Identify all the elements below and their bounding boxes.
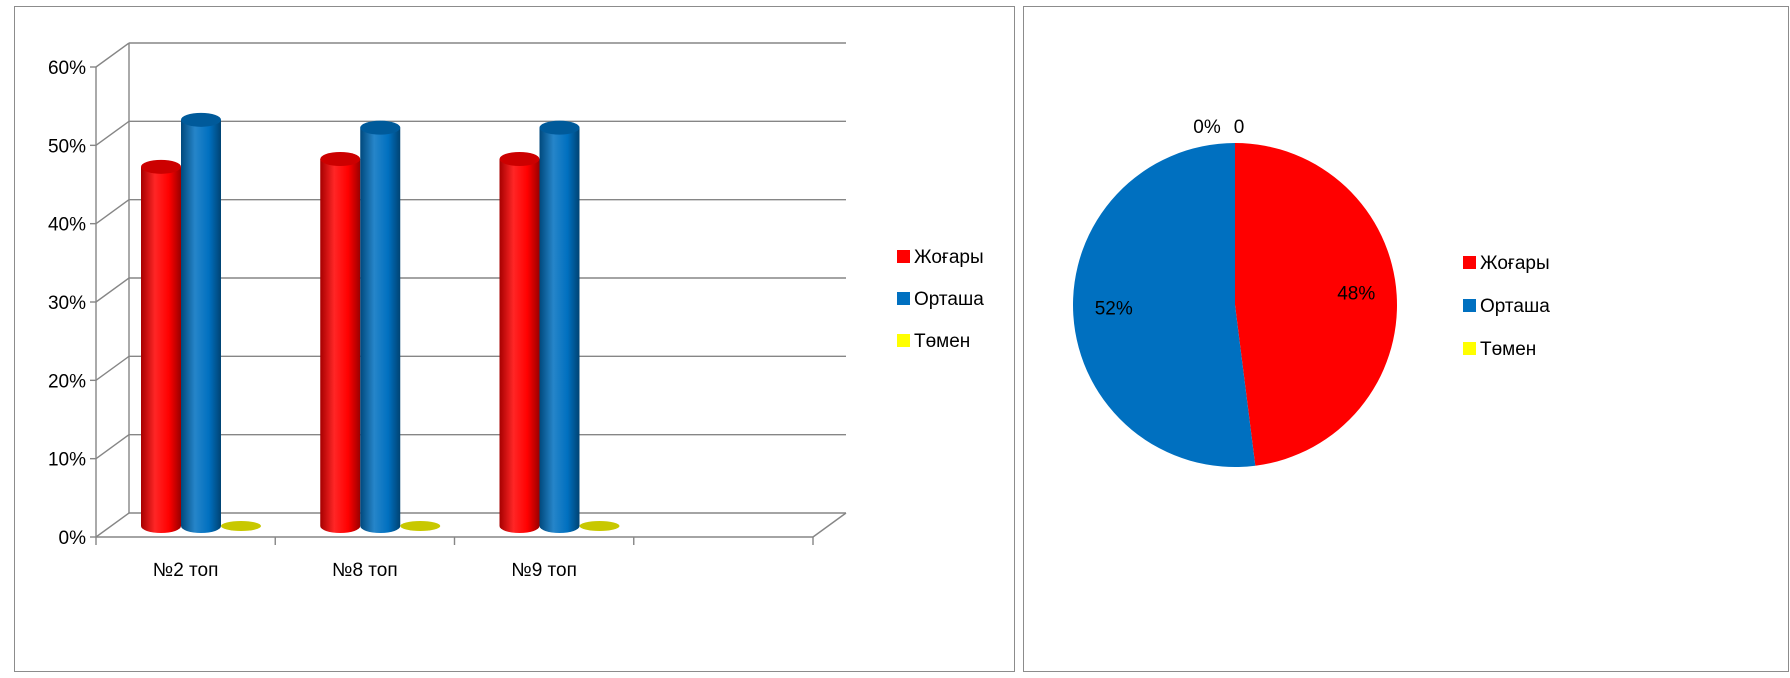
depth-gridline [95, 512, 130, 538]
bar-top [320, 152, 361, 166]
bar-chart-panel: 0% 10% 20% 30% 40% 50% 60% №2 топ №8 топ №9 топ Жо… [14, 6, 1015, 672]
legend-swatch [897, 292, 910, 305]
legend-swatch [1463, 342, 1476, 355]
legend-label: Төмен [1480, 339, 1536, 360]
x-tick-label: №2 топ [153, 560, 219, 581]
legend-swatch [897, 334, 910, 347]
bar [360, 127, 401, 534]
pie-data-label: 48% [1337, 283, 1375, 304]
bar [221, 521, 261, 531]
bar-top [499, 152, 540, 166]
bar-top [141, 159, 181, 174]
pie-chart: 48% 52% 0% 0 Жоғары Орташа Төмен [1073, 117, 1550, 467]
depth-gridline [95, 434, 130, 460]
legend-swatch [1463, 299, 1476, 312]
bar [499, 159, 540, 533]
depth-gridline [95, 42, 130, 68]
y-tick-label: 10% [48, 450, 86, 471]
y-tick-label: 30% [48, 293, 86, 314]
depth-gridline [95, 199, 130, 225]
legend-swatch [897, 250, 910, 263]
bar [181, 119, 221, 533]
legend-label: Жоғары [914, 247, 984, 268]
pie-data-label: 0% [1193, 117, 1221, 138]
y-tick-label: 60% [48, 58, 86, 79]
bar-top [539, 120, 580, 135]
bar-top [360, 120, 401, 135]
bar [579, 521, 620, 531]
depth-gridline [95, 355, 130, 381]
depth-gridline [95, 277, 130, 303]
pie-slice [1235, 143, 1398, 466]
bar-chart: 0% 10% 20% 30% 40% 50% 60% №2 топ №8 топ №9 топ Жо… [48, 42, 984, 581]
pie-chart-panel: 48% 52% 0% 0 Жоғары Орташа Төмен [1023, 6, 1789, 672]
bar [141, 166, 181, 534]
y-tick-label: 0% [59, 528, 87, 549]
depth-gridline [95, 120, 130, 146]
bar [400, 521, 441, 531]
legend-swatch [1463, 256, 1476, 269]
bar [539, 127, 580, 534]
legend-label: Орташа [914, 289, 984, 310]
x-tick-label: №8 топ [332, 560, 398, 581]
y-tick-label: 40% [48, 215, 86, 236]
pie-slice [1073, 143, 1256, 467]
legend-label: Орташа [1480, 296, 1550, 317]
legend-label: Төмен [914, 331, 970, 352]
pie-extra-label: 0 [1234, 117, 1245, 138]
floor-edge [812, 512, 847, 538]
pie-data-label: 52% [1095, 299, 1133, 320]
x-tick-label: №9 топ [511, 560, 577, 581]
bar-top [181, 112, 221, 127]
legend-label: Жоғары [1480, 253, 1550, 274]
y-tick-label: 50% [48, 136, 86, 157]
bar [320, 159, 361, 533]
y-tick-label: 20% [48, 371, 86, 392]
